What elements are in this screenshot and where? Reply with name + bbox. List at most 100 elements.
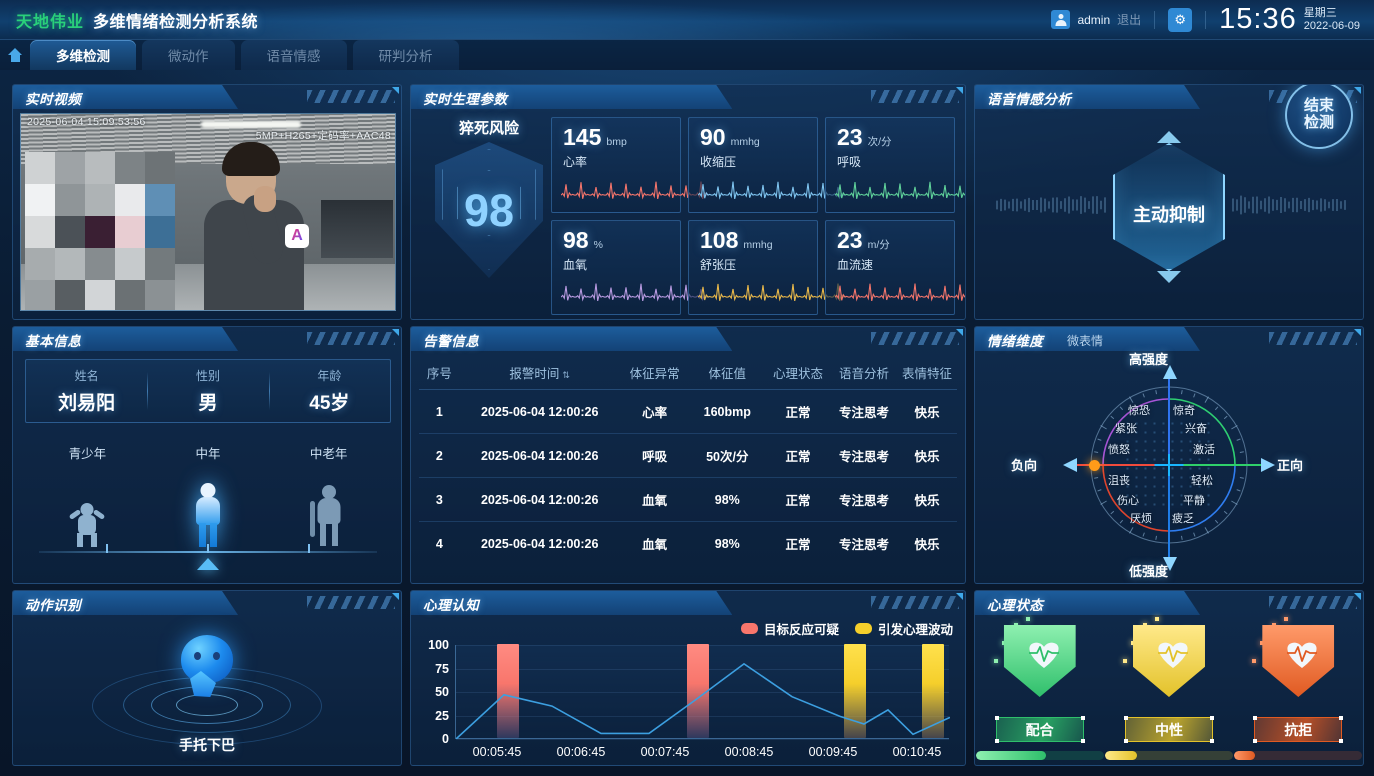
- logout-button[interactable]: 退出: [1117, 13, 1142, 27]
- gear-icon[interactable]: ⚙: [1168, 7, 1193, 32]
- table-row[interactable]: 2 2025-06-04 12:00:26 呼吸 50次/分 正常 专注思考 快乐: [419, 433, 957, 477]
- video-subject: [196, 142, 316, 310]
- heart-ecg-icon: [1028, 642, 1059, 668]
- panel-basic-info: 基本信息 姓名 刘易阳 性别 男 年龄 45岁 青少年 中年: [12, 326, 402, 584]
- psych-state-card[interactable]: 配合: [975, 617, 1104, 765]
- mosaic-tile: [115, 248, 145, 280]
- table-row[interactable]: 1 2025-06-04 12:00:26 心率 160bmp 正常 专注思考 快乐: [419, 389, 957, 433]
- age-axis-marker: [197, 558, 219, 570]
- psych-state-label: 抗拒: [1253, 716, 1344, 743]
- vital-unit: mmhg: [730, 136, 760, 148]
- mosaic-tile: [85, 248, 115, 280]
- tab-yanpan[interactable]: 研判分析: [352, 40, 459, 70]
- table-cell: 快乐: [914, 450, 940, 464]
- y-axis-tick: 100: [428, 638, 449, 652]
- chart-bar: [497, 644, 519, 738]
- psych-state-card[interactable]: 中性: [1104, 617, 1233, 765]
- table-cell: 2025-06-04 12:00:26: [480, 536, 599, 551]
- table-cell: 4: [435, 536, 443, 551]
- axis-label-positive: 正向: [1277, 458, 1304, 473]
- vital-name: 呼吸: [837, 155, 862, 169]
- mosaic-tile: [145, 248, 175, 280]
- brand: 天地伟业 多维情绪检测分析系统: [16, 8, 258, 32]
- col-expression: 表情特征: [901, 366, 952, 381]
- mosaic-tile: [25, 280, 55, 310]
- user-menu[interactable]: admin 退出: [1051, 10, 1141, 29]
- table-row[interactable]: 4 2025-06-04 12:00:26 血氧 98% 正常 专注思考 快乐: [419, 521, 957, 565]
- chart-x-axis: 00:05:45 00:06:45 00:07:45 00:08:45 00:09:45…: [455, 745, 949, 763]
- col-time[interactable]: 报警时间 ⇅: [509, 366, 570, 381]
- mosaic-tile: [55, 184, 85, 216]
- mosaic-tile: [25, 248, 55, 280]
- tab-yuyin[interactable]: 语音情感: [240, 40, 347, 70]
- age-stage-senior: 中老年: [309, 447, 348, 461]
- divider: [1154, 10, 1156, 29]
- x-axis-tick: 00:09:45: [808, 745, 858, 759]
- mosaic-tile: [115, 280, 145, 310]
- emotion-label-shangxin: 伤心: [1117, 495, 1139, 507]
- video-watermark-logo: A: [285, 224, 309, 248]
- tab-weidongzuo[interactable]: 微动作: [142, 40, 235, 70]
- table-cell: 正常: [785, 450, 811, 464]
- mosaic-tile: [115, 152, 145, 184]
- col-abnormal: 体征异常: [629, 366, 680, 381]
- sort-arrows-icon: ⇅: [562, 369, 570, 380]
- vital-value: 90: [700, 124, 726, 150]
- x-axis-tick: 00:06:45: [556, 745, 606, 759]
- panel-voice-emotion: 语音情感分析 主动抑制 结束 检测: [974, 84, 1364, 320]
- table-cell: 正常: [785, 538, 811, 552]
- emotion-label-qingsong: 轻松: [1191, 475, 1213, 487]
- end-detection-button[interactable]: 结束 检测: [1285, 85, 1353, 149]
- psych-progress-bar: [1104, 751, 1233, 760]
- vital-waveform: [835, 283, 965, 302]
- action-avatar-icon: [181, 635, 233, 697]
- mosaic-tile: [85, 280, 115, 310]
- psych-state-label: 配合: [994, 716, 1085, 743]
- table-cell: 2025-06-04 12:00:26: [480, 404, 599, 419]
- video-feed[interactable]: 2025-06-04 15:09:53:56 5MP+H265+定码率+AAC4…: [20, 113, 396, 311]
- vital-value: 23: [837, 226, 863, 253]
- chart-bar: [687, 644, 709, 738]
- action-stage: 手托下巴: [13, 615, 401, 765]
- vital-unit: mmhg: [743, 238, 773, 251]
- psych-state-card[interactable]: 抗拒: [1234, 617, 1363, 765]
- vital-card-2: 23 次/分 呼吸: [825, 117, 965, 213]
- risk-label: 猝死风险: [458, 120, 519, 137]
- video-mosaic-overlay: [25, 152, 175, 310]
- y-axis-tick: 0: [442, 732, 449, 746]
- x-axis-tick: 00:08:45: [724, 745, 774, 759]
- table-cell: 快乐: [914, 406, 940, 420]
- tab-duowei[interactable]: 多维检测: [30, 40, 136, 70]
- tab-micro-expression[interactable]: 微表情: [1067, 334, 1104, 348]
- table-row[interactable]: 3 2025-06-04 12:00:26 血氧 98% 正常 专注思考 快乐: [419, 477, 957, 521]
- table-header-row: 序号 报警时间 ⇅ 体征异常 体征值 心理状态 语音分析 表情特征: [419, 355, 957, 389]
- video-stream-info: 5MP+H265+定码率+AAC48: [255, 130, 391, 142]
- vital-waveform: [561, 181, 710, 200]
- x-axis-tick: 00:07:45: [640, 745, 690, 759]
- table-cell: 98%: [714, 536, 740, 551]
- vital-name: 舒张压: [700, 257, 737, 272]
- table-cell: 呼吸: [642, 450, 668, 464]
- mosaic-tile: [85, 152, 115, 184]
- arrow-up-icon: [1163, 365, 1177, 379]
- heart-ecg-icon: [1157, 642, 1188, 668]
- gridline: [456, 739, 949, 740]
- mosaic-tile: [145, 184, 175, 216]
- emotion-wheel: 高强度 低强度 负向 正向 惊恐 紧张 愤怒 惊奇 兴奋 激活 沮丧 伤心 厌烦…: [1011, 352, 1303, 579]
- legend-item-suspect[interactable]: 目标反应可疑: [740, 619, 839, 638]
- current-emotion-marker: [1089, 460, 1100, 471]
- chart-plot-area: 0 25 50 75 100: [428, 638, 950, 746]
- home-icon[interactable]: [0, 40, 30, 70]
- axis-label-high: 高强度: [1129, 352, 1169, 367]
- tab-bar: 多维检测 微动作 语音情感 研判分析: [0, 40, 1374, 70]
- mosaic-tile: [25, 184, 55, 216]
- vital-unit: %: [593, 238, 603, 251]
- table-cell: 血氧: [642, 494, 668, 508]
- vital-waveform: [835, 181, 965, 200]
- arrow-down-icon: [1163, 557, 1177, 571]
- axis-label-negative: 负向: [1011, 458, 1038, 473]
- field-gender-value: 男: [198, 393, 218, 414]
- table-cell: 2025-06-04 12:00:26: [480, 492, 599, 507]
- table-cell: 专注思考: [838, 538, 889, 552]
- legend-item-fluctuation[interactable]: 引发心理波动: [854, 619, 953, 638]
